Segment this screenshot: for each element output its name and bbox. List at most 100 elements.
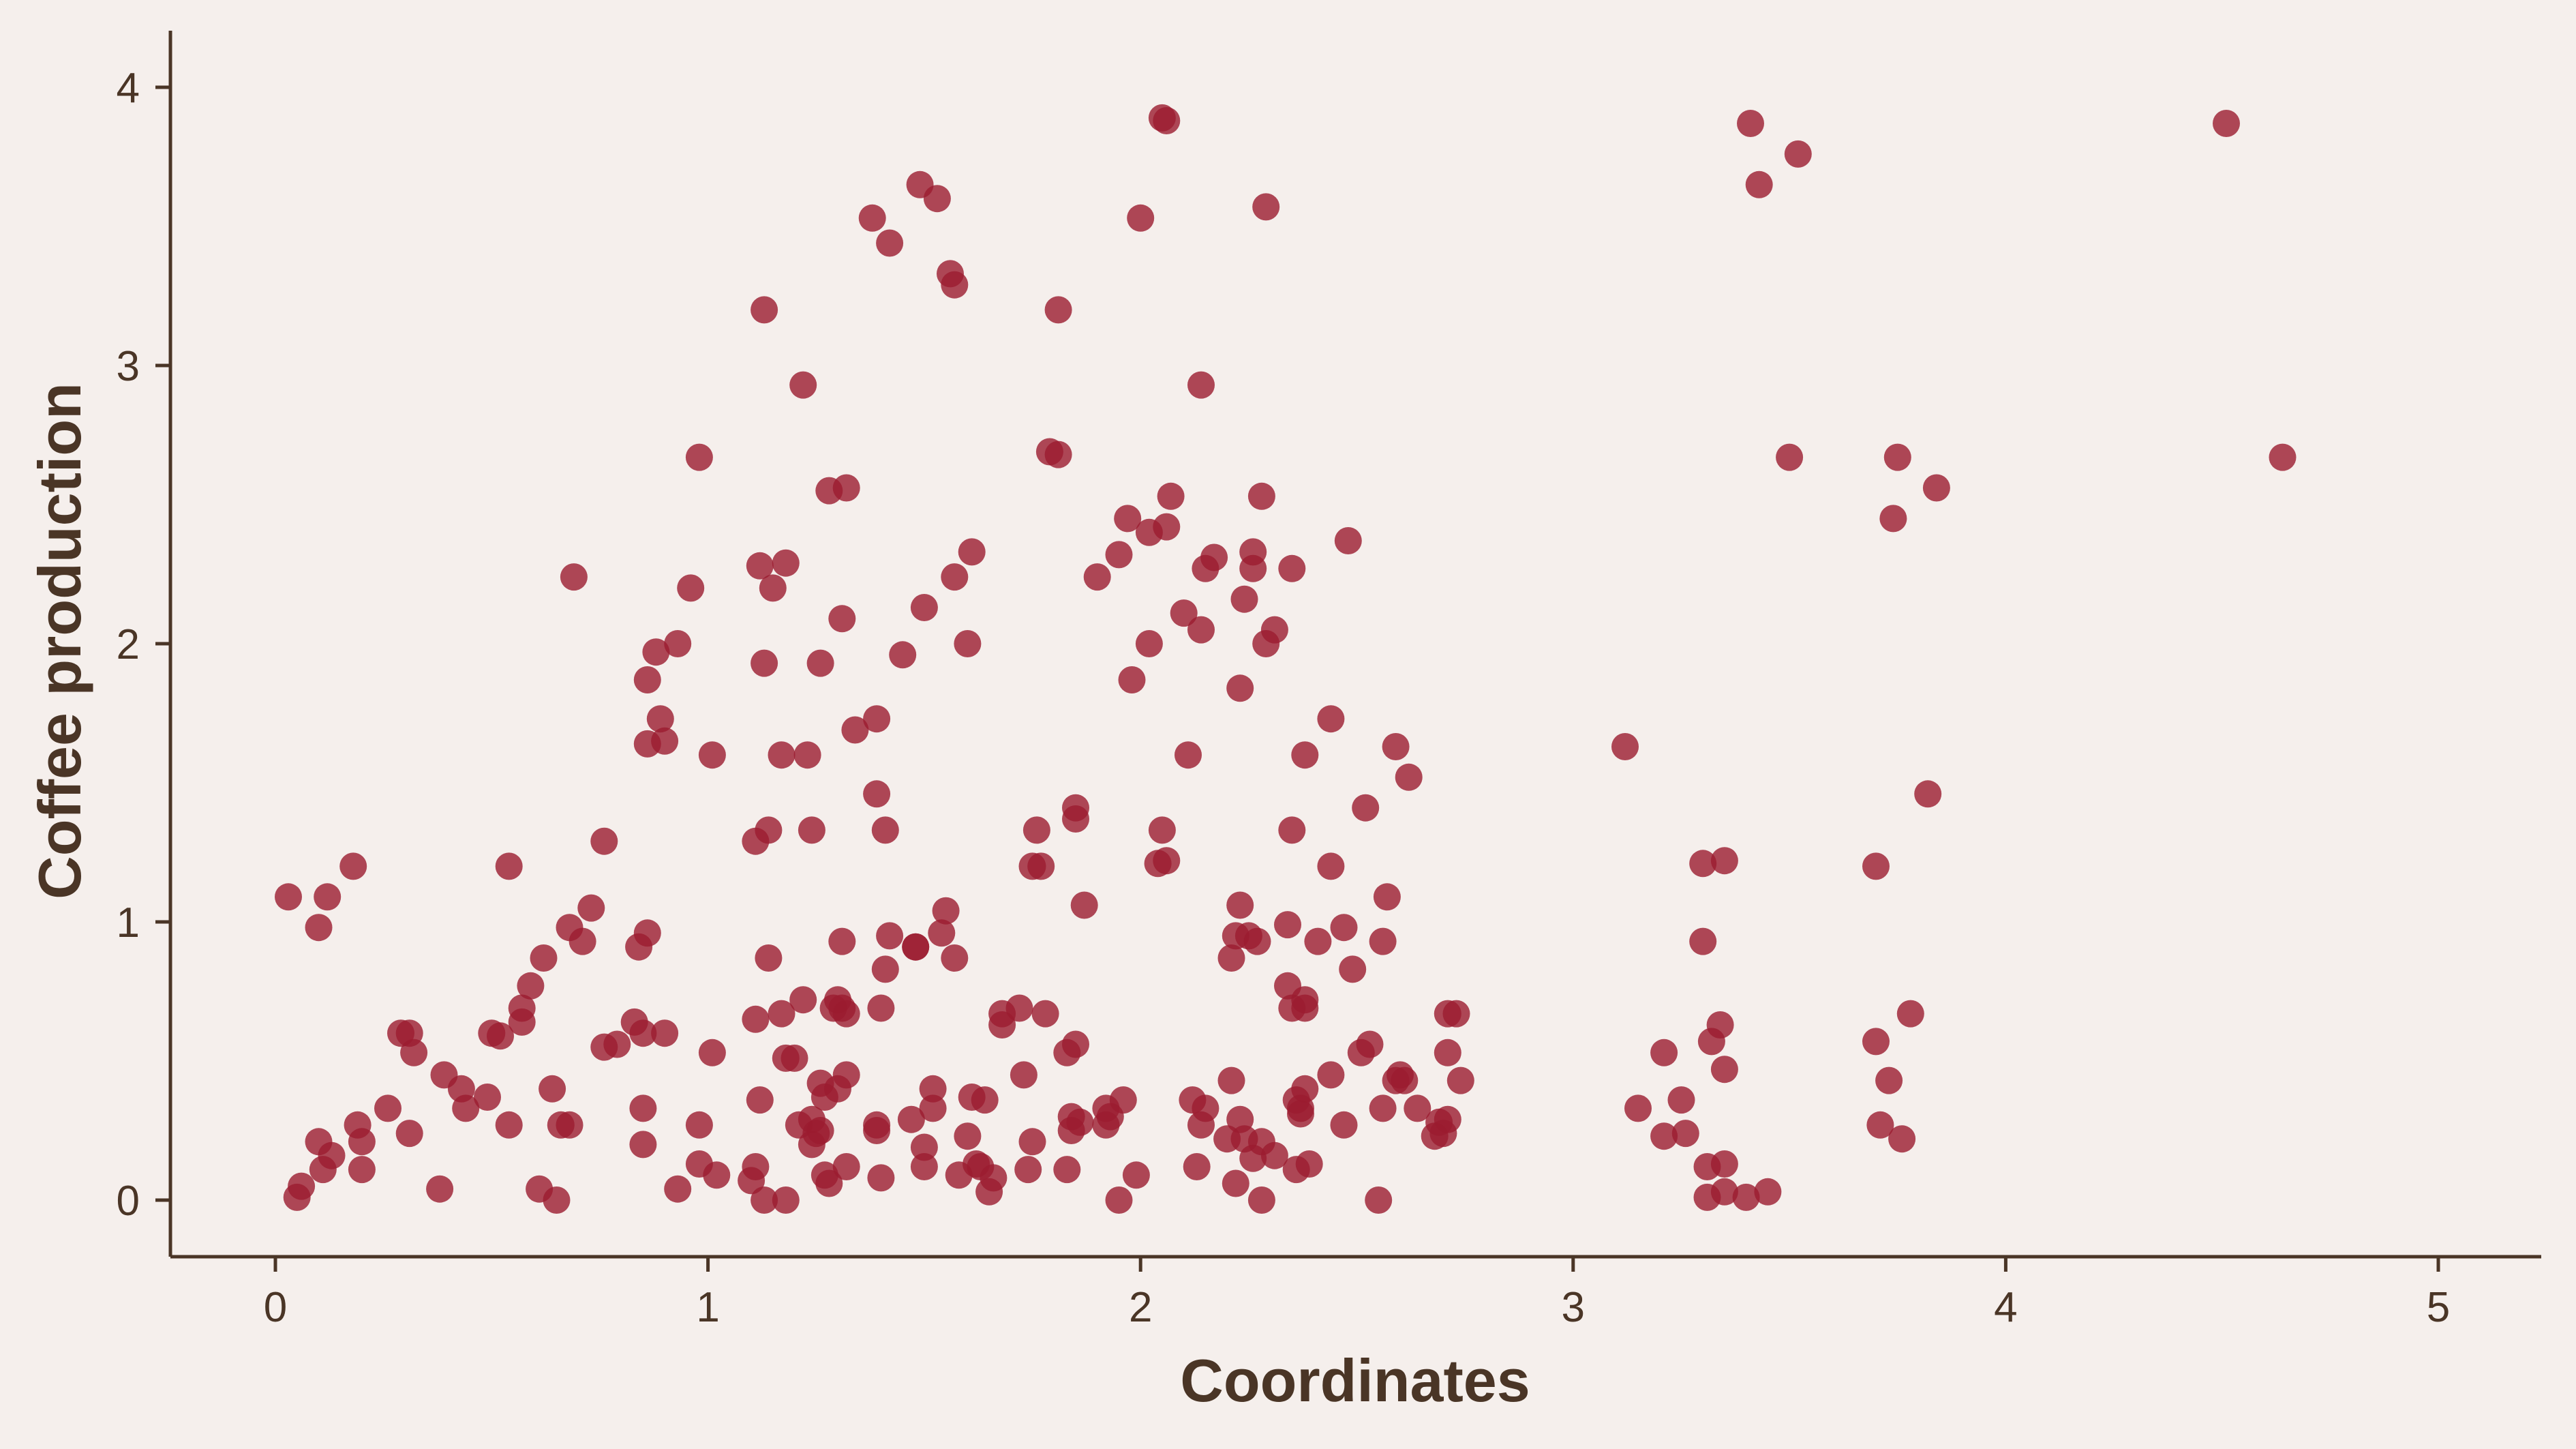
data-point: [751, 296, 778, 324]
data-point: [1334, 527, 1362, 554]
data-point: [1044, 440, 1072, 468]
data-point: [1153, 847, 1181, 875]
data-point: [941, 944, 969, 972]
data-point: [569, 927, 596, 955]
data-point: [1230, 585, 1258, 613]
data-point: [1365, 1186, 1393, 1214]
data-point: [2213, 110, 2240, 137]
data-point: [832, 1000, 860, 1028]
data-point: [1446, 1066, 1474, 1094]
data-point: [1888, 1125, 1916, 1153]
data-point: [1018, 1128, 1046, 1156]
data-point: [1153, 107, 1181, 134]
data-point: [474, 1084, 501, 1111]
data-point: [1153, 513, 1181, 541]
data-point: [698, 741, 726, 769]
data-point: [1710, 1150, 1738, 1178]
data-point: [2269, 443, 2297, 471]
data-point: [910, 1133, 938, 1161]
x-tick-label: 5: [2427, 1284, 2450, 1331]
data-point: [923, 185, 951, 213]
data-point: [1135, 630, 1163, 657]
axes-layer: 0 1 2 3 4 5 0 1 2 3 4: [117, 31, 2541, 1331]
data-point: [517, 972, 545, 1000]
data-point: [1875, 1066, 1903, 1094]
data-point: [1274, 911, 1301, 939]
data-point: [1650, 1039, 1678, 1066]
points-layer: [275, 104, 2297, 1214]
data-point: [603, 1030, 631, 1058]
data-point: [1671, 1120, 1699, 1148]
data-point: [1922, 474, 1950, 502]
data-point: [1317, 852, 1345, 880]
data-point: [1754, 1178, 1782, 1206]
data-point: [1896, 1000, 1924, 1028]
data-point: [664, 630, 692, 657]
data-point: [1382, 733, 1410, 760]
data-point: [685, 1111, 713, 1139]
data-point: [1689, 927, 1717, 955]
data-point: [400, 1039, 428, 1066]
data-point: [495, 1111, 523, 1139]
data-point: [1295, 1150, 1323, 1178]
data-point: [1879, 505, 1907, 533]
data-point: [1291, 741, 1319, 769]
data-point: [954, 1122, 982, 1150]
data-point: [919, 1075, 947, 1103]
data-point: [703, 1161, 731, 1189]
data-point: [742, 1153, 770, 1180]
data-point: [1317, 1061, 1345, 1089]
data-point: [789, 371, 817, 399]
data-point: [374, 1094, 401, 1122]
data-point: [793, 741, 821, 769]
data-point: [1226, 674, 1254, 702]
data-point: [590, 827, 618, 855]
data-point: [1122, 1161, 1150, 1189]
data-point: [828, 605, 856, 633]
data-point: [495, 852, 523, 880]
data-point: [867, 1164, 895, 1192]
data-point: [1291, 994, 1319, 1022]
data-point: [910, 594, 938, 621]
data-point: [1369, 927, 1397, 955]
data-point: [1689, 850, 1717, 878]
data-point: [275, 883, 302, 911]
data-point: [1118, 666, 1146, 693]
data-point: [1187, 371, 1215, 399]
data-point: [698, 1039, 726, 1066]
data-point: [642, 638, 670, 666]
data-point: [889, 641, 917, 669]
data-point: [772, 549, 800, 577]
x-tick-label: 2: [1129, 1284, 1152, 1331]
data-point: [1031, 1000, 1059, 1028]
data-point: [1776, 443, 1804, 471]
data-point: [863, 780, 891, 808]
data-point: [314, 883, 342, 911]
data-point: [1611, 733, 1639, 760]
data-point: [832, 474, 860, 502]
data-point: [1062, 794, 1089, 822]
data-point: [1062, 1030, 1089, 1058]
data-point: [1157, 482, 1185, 510]
data-point: [954, 630, 982, 657]
y-tick-label: 1: [117, 899, 140, 946]
data-point: [768, 741, 795, 769]
data-point: [919, 1094, 947, 1122]
data-point: [941, 271, 969, 299]
data-point: [1391, 1066, 1419, 1094]
data-point: [1710, 1056, 1738, 1084]
data-point: [1914, 780, 1942, 808]
data-point: [651, 1019, 679, 1047]
data-point: [876, 922, 904, 950]
data-point: [1247, 482, 1275, 510]
data-point: [971, 1086, 999, 1114]
data-point: [772, 1186, 800, 1214]
data-point: [556, 1111, 584, 1139]
data-point: [789, 986, 817, 1014]
data-point: [1109, 1086, 1137, 1114]
data-point: [768, 1000, 795, 1028]
data-point: [452, 1094, 480, 1122]
data-point: [1260, 1141, 1288, 1169]
data-point: [746, 552, 774, 580]
